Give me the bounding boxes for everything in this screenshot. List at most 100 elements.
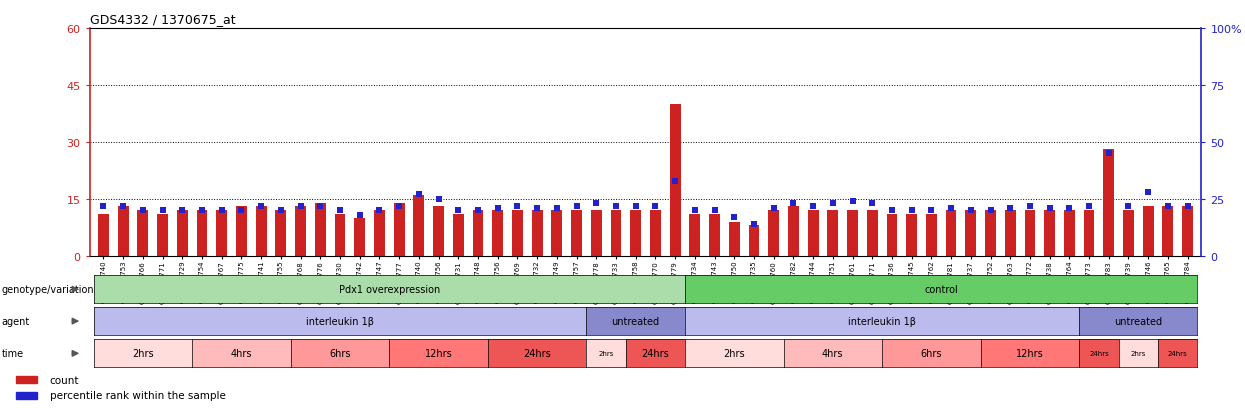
Text: 12hrs: 12hrs (1016, 349, 1043, 358)
Point (172, 207, 192, 214)
Bar (610, 211, 621, 256)
Bar (413, 195, 425, 256)
Point (1118, 203, 1138, 209)
Point (448, 207, 468, 214)
Bar (906, 214, 918, 256)
Point (113, 203, 133, 209)
Bar (808, 211, 818, 256)
Bar (1183, 207, 1193, 256)
Point (330, 207, 350, 214)
Bar (670, 104, 681, 256)
Bar (886, 214, 898, 256)
Text: 2hrs: 2hrs (1130, 351, 1147, 356)
Point (606, 203, 626, 209)
Point (428, 196, 448, 202)
Bar (197, 211, 208, 256)
Text: 2hrs: 2hrs (599, 351, 614, 356)
Bar (1025, 211, 1036, 256)
Bar (768, 211, 779, 256)
Bar (532, 211, 543, 256)
Bar (473, 211, 483, 256)
Bar (867, 211, 878, 256)
Bar (512, 211, 523, 256)
Point (1000, 205, 1020, 211)
Bar (591, 211, 601, 256)
Point (961, 207, 981, 214)
Text: 6hrs: 6hrs (329, 349, 351, 358)
Bar (926, 214, 936, 256)
Point (705, 207, 725, 214)
Point (626, 203, 646, 209)
Point (1040, 205, 1059, 211)
Point (823, 200, 843, 207)
Point (232, 207, 251, 214)
Text: time: time (1, 349, 24, 358)
Point (390, 203, 410, 209)
Point (350, 212, 370, 218)
Bar (1143, 207, 1154, 256)
Text: 6hrs: 6hrs (920, 349, 942, 358)
Point (783, 200, 803, 207)
Text: 24hrs: 24hrs (641, 349, 670, 358)
Bar (985, 211, 996, 256)
Bar (393, 203, 405, 256)
Bar (433, 207, 444, 256)
Bar (847, 211, 858, 256)
Text: 24hrs: 24hrs (1168, 351, 1188, 356)
Bar (1005, 211, 1016, 256)
Point (843, 198, 863, 205)
Point (566, 203, 586, 209)
Bar (1045, 211, 1055, 256)
Bar (571, 211, 581, 256)
Text: count: count (50, 375, 80, 385)
Point (981, 207, 1001, 214)
Bar (492, 211, 503, 256)
Text: 12hrs: 12hrs (425, 349, 452, 358)
Bar (255, 207, 266, 256)
Bar (355, 218, 365, 256)
Point (863, 200, 883, 207)
Point (1178, 203, 1198, 209)
Bar (217, 211, 227, 256)
Point (586, 200, 606, 207)
Text: 2hrs: 2hrs (132, 349, 153, 358)
Bar (728, 222, 740, 256)
Text: control: control (924, 285, 959, 294)
Bar (630, 211, 641, 256)
Bar (1163, 207, 1173, 256)
Text: interleukin 1β: interleukin 1β (848, 316, 916, 326)
Point (153, 207, 173, 214)
Point (1158, 203, 1178, 209)
Point (725, 214, 745, 221)
Point (685, 207, 705, 214)
Bar (98, 214, 108, 256)
Text: percentile rank within the sample: percentile rank within the sample (50, 390, 225, 400)
Point (645, 203, 665, 209)
Bar (1103, 150, 1114, 256)
Text: 4hrs: 4hrs (822, 349, 844, 358)
Bar (1123, 211, 1134, 256)
Text: 2hrs: 2hrs (723, 349, 745, 358)
Text: untreated: untreated (1114, 316, 1163, 326)
Bar (788, 207, 799, 256)
Bar (1064, 211, 1074, 256)
Point (290, 203, 310, 209)
Point (93, 203, 113, 209)
Point (881, 207, 901, 214)
Point (1099, 150, 1119, 157)
Point (370, 207, 390, 214)
Point (763, 205, 783, 211)
Bar (650, 211, 661, 256)
Bar (315, 203, 326, 256)
Bar (748, 226, 759, 256)
Bar (275, 211, 286, 256)
Bar (137, 211, 148, 256)
Point (251, 203, 271, 209)
Bar (118, 207, 128, 256)
Point (665, 178, 685, 184)
Point (921, 207, 941, 214)
Point (1020, 203, 1040, 209)
Text: 24hrs: 24hrs (523, 349, 552, 358)
Bar (295, 207, 306, 256)
Text: agent: agent (1, 316, 30, 326)
